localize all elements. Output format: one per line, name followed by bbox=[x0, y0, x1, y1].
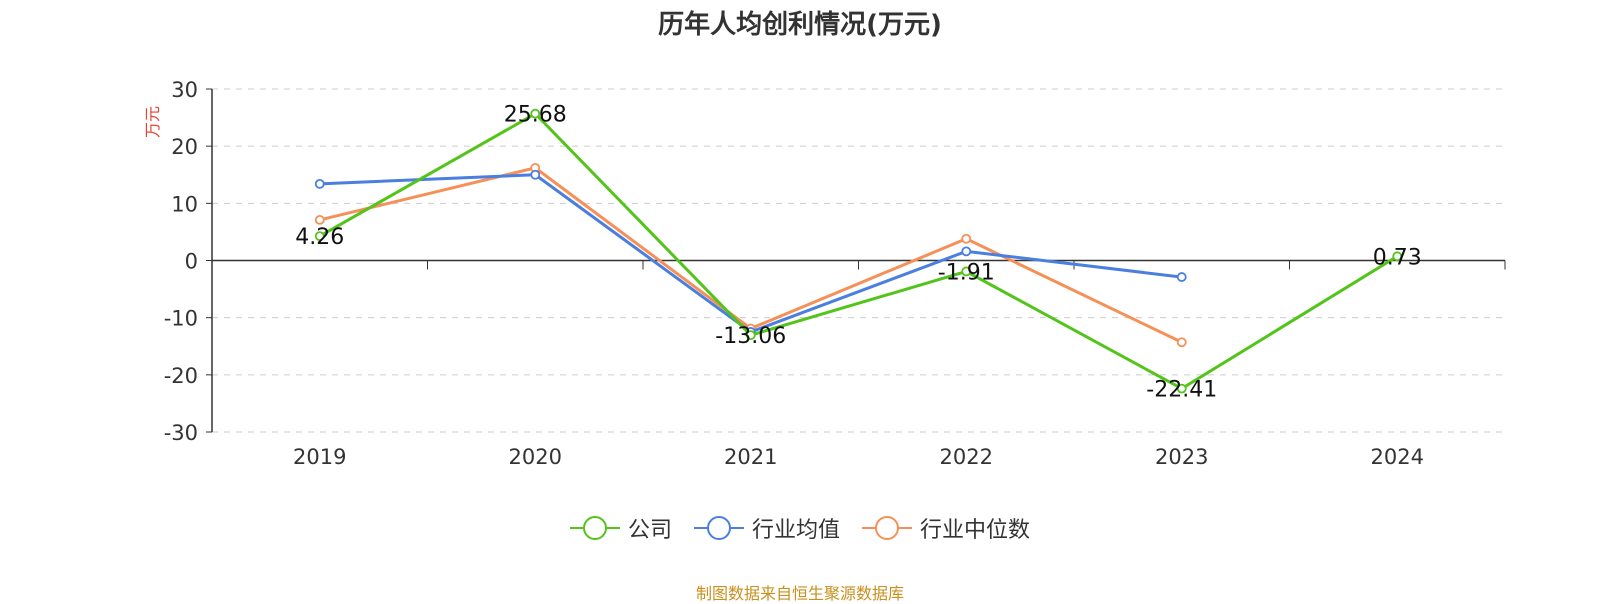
legend-label: 公司 bbox=[627, 518, 672, 543]
data-point bbox=[961, 233, 972, 244]
data-point bbox=[530, 169, 541, 180]
source-note: 制图数据来自恒生聚源数据库 bbox=[695, 584, 904, 603]
data-label: -13.06 bbox=[715, 324, 786, 349]
legend-label: 行业均值 bbox=[751, 518, 840, 543]
y-tick-label: 20 bbox=[171, 135, 198, 159]
series-line bbox=[319, 112, 1399, 391]
y-tick-label: 0 bbox=[185, 250, 198, 274]
y-tick-label: 30 bbox=[171, 78, 198, 102]
y-tick-label: -30 bbox=[164, 421, 198, 445]
data-point bbox=[1176, 272, 1187, 282]
legend-item-company[interactable]: 公司 bbox=[569, 512, 672, 544]
legend-item-industry-median[interactable]: 行业中位数 bbox=[862, 512, 1030, 544]
chart-title: 历年人均创利情况(万元) bbox=[658, 10, 942, 40]
data-label: 4.26 bbox=[295, 225, 344, 250]
legend-label: 行业中位数 bbox=[920, 518, 1031, 543]
legend-item-industry-mean[interactable]: 行业均值 bbox=[693, 512, 840, 544]
legend: 公司 行业均值 行业中位数 bbox=[0, 512, 1600, 544]
data-point bbox=[1176, 383, 1187, 394]
series-line bbox=[319, 166, 1183, 344]
data-label: -22.41 bbox=[1146, 378, 1217, 403]
series-line bbox=[319, 173, 1182, 334]
x-tick-label: 2022 bbox=[940, 445, 993, 469]
y-tick-label: -10 bbox=[164, 307, 198, 331]
y-axis-ticks: 30 20 10 0 -10 -20 -30 bbox=[164, 78, 212, 445]
series-lines bbox=[314, 108, 1403, 394]
y-tick-label: 10 bbox=[171, 192, 198, 216]
x-tick-label: 2024 bbox=[1371, 445, 1424, 469]
data-point bbox=[1176, 337, 1187, 348]
x-tick-label: 2019 bbox=[293, 445, 346, 469]
y-tick-label: -20 bbox=[164, 364, 198, 388]
data-point bbox=[314, 178, 325, 189]
legend-swatch-icon bbox=[693, 515, 744, 541]
y-axis-label: 万元 bbox=[143, 106, 162, 138]
legend-swatch-icon bbox=[569, 515, 620, 541]
x-tick-label: 2021 bbox=[724, 445, 777, 469]
x-tick-label: 2020 bbox=[509, 445, 562, 469]
data-point bbox=[1392, 251, 1403, 262]
data-point bbox=[314, 215, 325, 225]
data-point bbox=[961, 246, 972, 257]
legend-swatch-icon bbox=[862, 515, 912, 541]
data-label: -1.91 bbox=[938, 260, 995, 285]
data-point bbox=[314, 231, 325, 242]
data-labels: 4.26 25.68 -13.06 -1.91 -22.41 0.73 bbox=[295, 103, 1421, 403]
x-tick-label: 2023 bbox=[1155, 445, 1208, 469]
data-point bbox=[530, 108, 541, 119]
data-label: 0.73 bbox=[1373, 245, 1422, 270]
data-label: 25.68 bbox=[504, 103, 567, 128]
x-axis-ticks: 2019 2020 2021 2022 2023 2024 bbox=[211, 260, 1506, 469]
data-point bbox=[961, 266, 972, 277]
data-point bbox=[745, 330, 756, 341]
